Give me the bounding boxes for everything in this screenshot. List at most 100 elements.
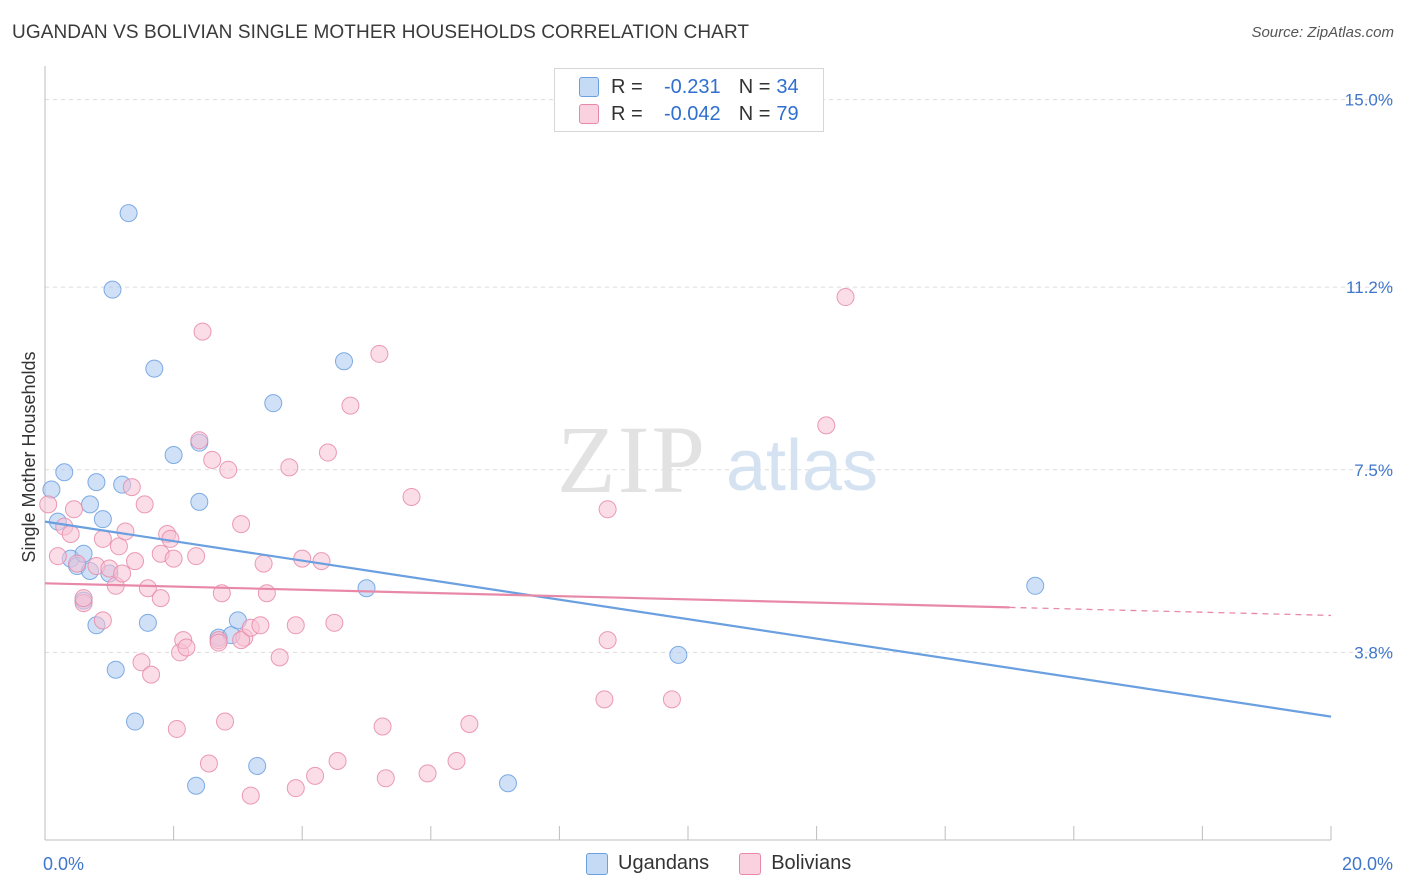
data-point: [216, 712, 235, 731]
data-point: [241, 786, 260, 805]
data-point: [402, 487, 421, 506]
data-point: [187, 776, 206, 795]
axes: [44, 66, 1332, 841]
correlation-legend: R = -0.231 N = 34 R = -0.042 N = 79: [554, 68, 824, 132]
data-point: [199, 754, 218, 773]
series-ugandans: [42, 204, 1045, 795]
data-point: [264, 394, 283, 413]
data-point: [270, 648, 289, 667]
data-point: [132, 653, 151, 672]
data-point: [203, 450, 222, 469]
data-point: [164, 446, 183, 464]
data-point: [87, 473, 106, 492]
data-point: [74, 589, 93, 608]
data-point: [836, 288, 855, 307]
data-point: [126, 712, 145, 731]
trend-line-extension: [1009, 606, 1332, 617]
data-point: [145, 359, 164, 378]
grid-lines: [45, 99, 1395, 653]
data-point: [151, 589, 170, 608]
trend-lines: [44, 520, 1332, 718]
data-point: [190, 431, 209, 450]
legend-item-ugandans: Ugandans: [586, 852, 709, 875]
data-point: [280, 458, 299, 477]
data-point: [286, 616, 305, 635]
data-point: [257, 584, 276, 603]
data-point: [187, 547, 206, 566]
data-point: [357, 579, 376, 598]
data-points: [39, 204, 1045, 805]
data-point: [209, 633, 228, 652]
y-tick-label: 15.0%: [1345, 91, 1393, 110]
data-point: [254, 554, 273, 573]
data-point: [598, 631, 617, 650]
trend-line: [44, 582, 1010, 609]
legend-row-ugandans: R = -0.231 N = 34: [579, 73, 799, 101]
watermark-zip: ZIP: [557, 406, 707, 513]
y-tick-label: 11.2%: [1346, 278, 1393, 297]
data-point: [42, 480, 61, 499]
data-point: [93, 529, 112, 548]
data-point: [93, 611, 112, 630]
legend-label-bolivians: Bolivians: [771, 852, 852, 874]
data-point: [190, 492, 209, 511]
data-point: [306, 766, 325, 785]
data-point: [177, 638, 196, 657]
series-legend: Ugandans Bolivians: [586, 852, 881, 875]
legend-n-value: 34: [776, 75, 799, 98]
data-point: [219, 460, 238, 479]
data-point: [376, 769, 395, 788]
data-point: [55, 463, 74, 482]
data-point: [138, 613, 157, 632]
data-point: [193, 322, 212, 341]
data-point: [418, 764, 437, 783]
data-point: [232, 515, 251, 534]
legend-n-value: 79: [776, 102, 799, 125]
data-point: [370, 344, 389, 363]
legend-swatch-ugandans: [586, 852, 608, 875]
source-label: Source: ZipAtlas.com: [1251, 24, 1394, 41]
legend-swatch-ugandans: [579, 77, 599, 97]
data-point: [135, 495, 154, 514]
x-tick-label: 0.0%: [43, 854, 84, 874]
legend-r-value: -0.231: [663, 75, 721, 98]
data-point: [126, 552, 145, 571]
data-point: [109, 537, 128, 556]
data-point: [106, 660, 125, 679]
data-point: [248, 756, 267, 775]
legend-swatch-bolivians: [739, 852, 762, 875]
chart-title: UGANDAN VS BOLIVIAN SINGLE MOTHER HOUSEH…: [12, 22, 750, 43]
axis-labels: 3.8% 7.5% 11.2% 15.0% 0.0% 20.0% Single Mother…: [19, 91, 1393, 874]
data-point: [48, 547, 67, 566]
y-axis-title: Single Mother Households: [19, 351, 39, 562]
data-point: [142, 665, 161, 684]
watermark: ZIP atlas: [557, 406, 878, 513]
legend-r-label: R =: [611, 102, 643, 125]
data-point: [232, 631, 251, 650]
data-point: [138, 579, 157, 598]
data-point: [460, 715, 479, 734]
data-point: [286, 779, 305, 798]
data-point: [669, 645, 688, 664]
data-point: [116, 522, 135, 541]
data-point: [103, 280, 122, 299]
legend-r-value: -0.042: [663, 102, 721, 125]
legend-row-bolivians: R = -0.042 N = 79: [579, 100, 799, 128]
data-point: [61, 524, 80, 543]
data-point: [1026, 576, 1045, 595]
y-tick-label: 7.5%: [1354, 461, 1393, 480]
data-point: [164, 549, 183, 568]
data-point: [167, 719, 186, 738]
data-point: [325, 613, 344, 632]
data-point: [341, 396, 360, 415]
watermark-atlas: atlas: [726, 426, 878, 506]
legend-swatch-bolivians: [579, 104, 599, 124]
trend-line: [44, 520, 1332, 718]
data-point: [318, 443, 337, 462]
data-point: [251, 616, 270, 635]
data-point: [119, 204, 138, 223]
x-tick-label: 20.0%: [1342, 854, 1393, 874]
series-bolivians: [39, 288, 855, 805]
data-point: [93, 510, 112, 529]
